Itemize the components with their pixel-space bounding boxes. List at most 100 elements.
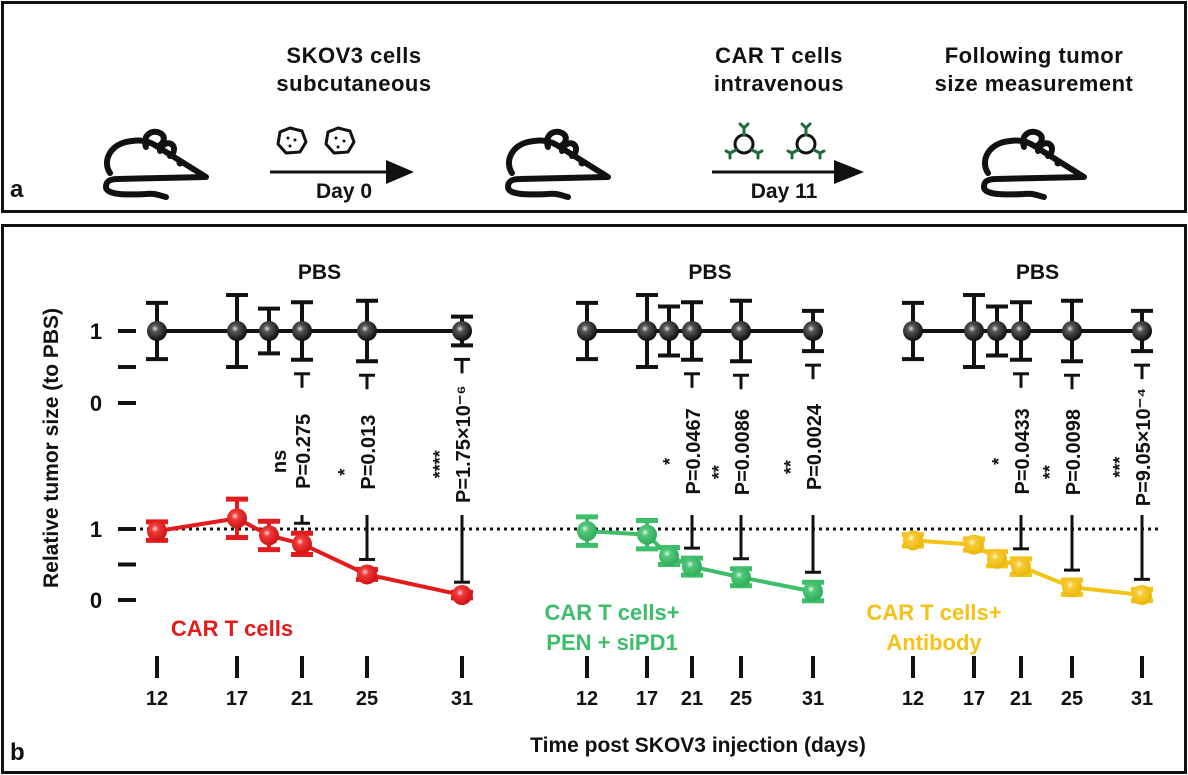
tumor-cells-arrow <box>270 126 414 184</box>
y-axis: 1 0 1 0 <box>90 319 136 613</box>
bottom-y-tick-label-1: 1 <box>90 517 102 542</box>
panel-b-chart: b <box>1 224 1187 774</box>
step-2-title-line1: CAR T cells <box>715 43 843 68</box>
significance-label: *** <box>1110 457 1130 478</box>
car-t-cell-icon <box>786 122 826 160</box>
pbs-data-point <box>1011 321 1031 341</box>
x-tick-label: 21 <box>681 688 703 710</box>
x-tick-label: 25 <box>1061 688 1083 710</box>
treatment-data-point <box>987 548 1007 569</box>
car-t-cells-arrow <box>712 122 864 184</box>
significance-label: * <box>660 458 680 465</box>
treatment-series-label: CAR T cells+ <box>866 600 1001 625</box>
step-3-title: Following tumor size measurement <box>884 42 1184 98</box>
step-2-title: CAR T cells intravenous <box>684 42 874 98</box>
step-3-title-line1: Following tumor <box>944 43 1124 68</box>
treatment-data-point <box>682 556 702 577</box>
treatment-data-point <box>452 585 472 606</box>
pbs-data-point <box>452 321 472 341</box>
significance-label: * <box>989 458 1009 465</box>
panel-b-label: b <box>10 739 25 766</box>
treatment-data-point <box>259 525 279 546</box>
pbs-data-point <box>803 321 823 341</box>
step-2-day: Day 11 <box>750 180 818 203</box>
treatment-series-label-line2: PEN + siPD1 <box>546 630 677 655</box>
p-value-label: P=9.05×10⁻⁴ <box>1133 388 1155 506</box>
x-tick-label: 17 <box>636 688 658 710</box>
pbs-data-point <box>292 321 312 341</box>
step-1-title-line1: SKOV3 cells <box>286 43 422 68</box>
step-2-title-line2: intravenous <box>713 71 845 96</box>
pbs-data-point <box>903 321 923 341</box>
step-1-title-line2: subcutaneous <box>276 71 432 96</box>
p-value-label: P=0.0467 <box>683 408 705 494</box>
x-tick-label: 25 <box>356 688 378 710</box>
treatment-data-point <box>147 521 167 542</box>
step-3-title-line2: size measurement <box>934 71 1134 96</box>
panel-3: 12 17 21 25 31 PBS P=0.0433* P=0.0098** P=9.05×1… <box>866 261 1155 710</box>
pbs-data-point <box>227 321 247 341</box>
pbs-series-label: PBS <box>688 261 731 284</box>
treatment-data-point <box>637 524 657 545</box>
treatment-data-point <box>731 567 751 588</box>
panel-a-schematic: a SKOV3 cells subcutaneous Day 0 CAR T c… <box>1 1 1187 213</box>
top-y-tick-label-1: 1 <box>90 319 102 344</box>
tumor-cell-icon <box>276 126 308 155</box>
significance-label: **** <box>430 450 450 478</box>
x-tick-label: 17 <box>963 688 985 710</box>
x-tick-label: 21 <box>1010 688 1032 710</box>
mouse-icon <box>981 128 1087 200</box>
p-value-label: P=0.0433 <box>1012 408 1034 494</box>
treatment-data-point <box>903 530 923 551</box>
pbs-data-point <box>577 321 597 341</box>
car-t-cell-icon <box>724 122 764 160</box>
treatment-data-point <box>1132 585 1152 606</box>
treatment-series-label: CAR T cells+ <box>544 600 679 625</box>
pbs-data-point <box>637 321 657 341</box>
pbs-data-point <box>659 321 679 341</box>
treatment-data-point <box>659 545 679 566</box>
pbs-data-point <box>147 321 167 341</box>
treatment-series-line <box>912 538 1143 598</box>
treatment-series-label: CAR T cells <box>171 616 293 641</box>
x-tick-label: 12 <box>146 688 168 710</box>
mouse-icon <box>505 128 611 200</box>
x-tick-label: 21 <box>291 688 313 710</box>
step-1-day: Day 0 <box>315 180 373 203</box>
significance-label: ** <box>1040 465 1060 479</box>
arrow-head-icon <box>386 160 414 184</box>
p-value-label: P=0.275 <box>293 414 315 489</box>
treatment-data-point <box>803 581 823 602</box>
treatment-data-point <box>357 564 377 585</box>
step-1-title: SKOV3 cells subcutaneous <box>244 42 464 98</box>
tumor-cell-icon <box>324 126 356 155</box>
pbs-series-label: PBS <box>298 261 341 284</box>
treatment-data-point <box>292 533 312 554</box>
arrow-head-icon <box>834 160 864 184</box>
x-tick-label: 31 <box>451 688 473 710</box>
treatment-series-label-line2: Antibody <box>886 630 982 655</box>
significance-label: ns <box>269 450 291 473</box>
significance-label: ** <box>781 460 801 474</box>
x-tick-label: 12 <box>902 688 924 710</box>
treatment-data-point <box>964 534 984 555</box>
treatment-data-point <box>1062 577 1082 598</box>
x-tick-label: 31 <box>802 688 824 710</box>
significance-label: * <box>335 469 355 476</box>
treatment-data-point <box>1011 556 1031 577</box>
p-value-label: P=0.0024 <box>804 403 826 490</box>
bottom-y-tick-label-0: 0 <box>90 588 102 613</box>
y-axis-title: Relative tumor size (to PBS) <box>40 308 63 588</box>
pbs-data-point <box>682 321 702 341</box>
pbs-data-point <box>987 321 1007 341</box>
p-value-label: P=0.0086 <box>732 409 754 495</box>
x-axis-title: Time post SKOV3 injection (days) <box>530 734 866 757</box>
pbs-data-point <box>1062 321 1082 341</box>
treatment-data-point <box>227 508 247 529</box>
p-value-label: P=0.013 <box>358 415 380 490</box>
mouse-icon <box>103 128 209 200</box>
pbs-data-point <box>357 321 377 341</box>
pbs-data-point <box>731 321 751 341</box>
